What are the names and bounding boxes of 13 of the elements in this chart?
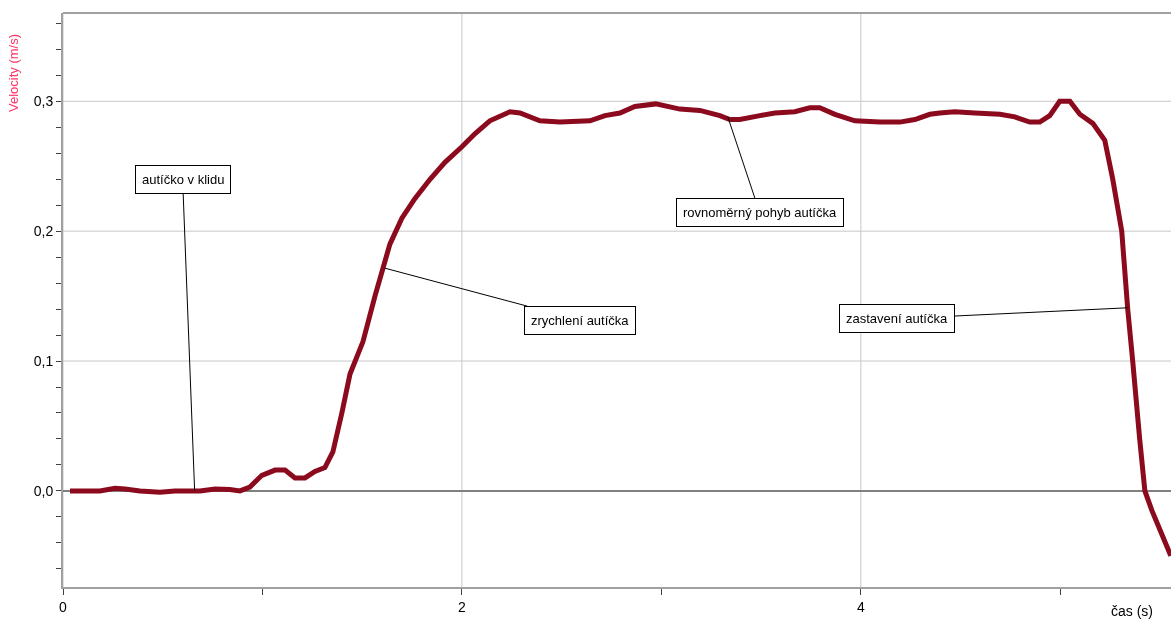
annotation: autíčko v klidu [142, 172, 225, 187]
y-axis-title: Velocity (m/s) [6, 33, 21, 112]
x-axis-title: čas (s) [1111, 603, 1153, 619]
x-tick-label: 4 [856, 598, 865, 615]
y-tick-label: 0,3 [33, 93, 54, 110]
y-tick-label: 0,0 [33, 482, 54, 499]
annotation: zastavení autíčka [846, 311, 948, 326]
annotation: zrychlení autíčka [531, 313, 630, 328]
annotation: rovnoměrný pohyb autíčka [683, 205, 837, 220]
y-tick-label: 0,1 [33, 352, 54, 369]
x-tick-label: 0 [59, 598, 68, 615]
y-tick-label: 0,2 [33, 223, 54, 240]
x-tick-label: 2 [458, 598, 467, 615]
